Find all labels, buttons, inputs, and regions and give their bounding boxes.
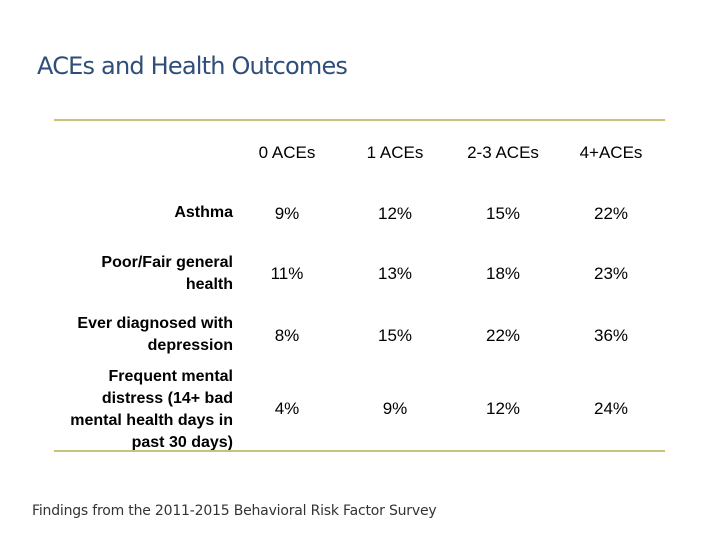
cell-asthma-0-aces: 9%: [274, 204, 300, 223]
cell-asthma-4plus-aces: 22%: [593, 204, 629, 223]
row-label-ever-diagnosed-depression: Ever diagnosed with depression: [77, 315, 233, 354]
cell-asthma-1-aces: 12%: [377, 204, 413, 223]
slide-title: ACEs and Health Outcomes: [37, 52, 348, 80]
top-rule: [54, 119, 665, 121]
cell-depression-4plus-aces: 36%: [593, 326, 629, 345]
cell-depression-2-3-aces: 22%: [485, 326, 521, 345]
cell-poor-health-4plus-aces: 23%: [593, 264, 629, 283]
cell-depression-1-aces: 15%: [377, 326, 413, 345]
cell-asthma-2-3-aces: 15%: [485, 204, 521, 223]
cell-depression-0-aces: 8%: [274, 326, 300, 345]
cell-poor-health-0-aces: 11%: [270, 264, 304, 283]
row-label-poor-fair-general-health: Poor/Fair general health: [101, 254, 233, 293]
column-header-4plus-aces: 4+ACEs: [579, 143, 643, 162]
cell-distress-0-aces: 4%: [274, 399, 300, 418]
source-footnote: Findings from the 2011-2015 Behavioral R…: [32, 503, 437, 519]
column-header-1-aces: 1 ACEs: [366, 143, 424, 162]
cell-distress-1-aces: 9%: [382, 399, 408, 418]
cell-poor-health-2-3-aces: 18%: [485, 264, 521, 283]
cell-poor-health-1-aces: 13%: [377, 264, 413, 283]
row-label-asthma: Asthma: [174, 204, 233, 221]
column-header-0-aces: 0 ACEs: [258, 143, 316, 162]
cell-distress-4plus-aces: 24%: [593, 399, 629, 418]
column-header-2-3-aces: 2-3 ACEs: [467, 143, 539, 162]
bottom-rule: [54, 450, 665, 452]
cell-distress-2-3-aces: 12%: [485, 399, 521, 418]
row-label-frequent-mental-distress: Frequent mental distress (14+ bad mental…: [70, 368, 233, 451]
